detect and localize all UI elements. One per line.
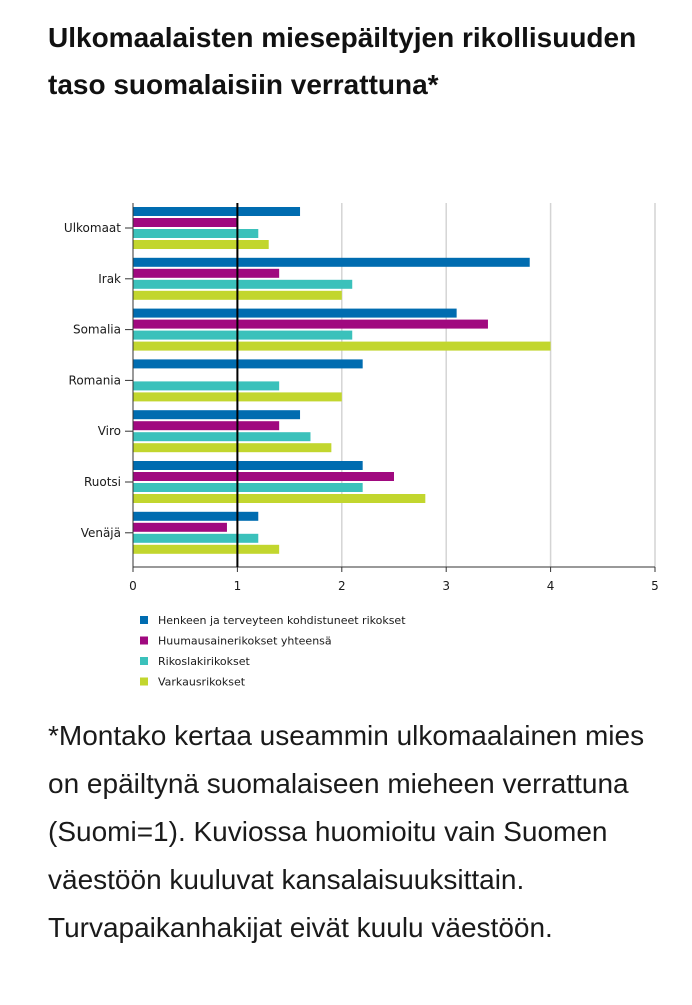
x-tick-label-0: 0 [129,579,137,593]
chart-caption: *Montako kertaa useammin ulkomaalainen m… [48,720,645,943]
bar-somalia-series-3 [133,330,353,340]
bar-irak-series-2 [133,268,280,278]
bar-venäjä-series-1 [133,511,259,521]
bar-ruotsi-series-2 [133,472,394,481]
legend-label-2: Huumausainerikokset yhteensä [158,635,332,648]
axes [132,203,656,572]
bar-romania-series-3 [133,381,280,391]
legend-swatch-1 [140,616,148,624]
x-tick-label-5: 5 [651,579,659,593]
legend-swatch-2 [140,636,148,645]
x-tick-label-2: 2 [338,579,346,593]
category-label-irak: Irak [98,272,121,286]
bar-viro-series-4 [133,443,332,453]
bar-ulkomaat-series-3 [133,229,259,238]
bar-romania-series-1 [133,359,363,369]
bar-somalia-series-4 [133,341,551,351]
legend-label-3: Rikoslakirikokset [158,655,251,668]
category-label-ruotsi: Ruotsi [84,475,121,489]
bar-viro-series-3 [133,432,311,442]
bar-venäjä-series-3 [133,533,259,543]
bar-venäjä-series-2 [133,522,227,532]
category-label-somalia: Somalia [73,323,121,337]
category-label-ulkomaat: Ulkomaat [64,221,121,235]
bar-somalia-series-1 [133,308,457,318]
bar-irak-series-1 [133,257,530,267]
bar-viro-series-1 [133,410,301,420]
bar-somalia-series-2 [133,319,488,329]
x-tick-labels: 0 1 2 3 4 5 [129,579,659,593]
grid-lines [236,203,656,567]
category-label-romania: Romania [69,373,121,387]
x-tick-label-4: 4 [547,579,555,593]
legend-swatch-4 [140,677,148,686]
legend-label-4: Varkausrikokset [158,676,246,689]
legend-swatch-3 [140,657,148,665]
bar-ruotsi-series-1 [133,461,363,470]
legend: Henkeen ja terveyteen kohdistuneet rikok… [140,614,406,689]
bar-ulkomaat-series-2 [133,218,238,227]
bar-irak-series-3 [133,279,353,289]
x-tick-label-1: 1 [234,579,242,593]
bar-viro-series-2 [133,421,280,431]
category-label-viro: Viro [98,424,121,438]
x-tick-label-3: 3 [442,579,450,593]
bar-ulkomaat-series-4 [133,240,269,249]
bar-chart: Ulkomaat Irak Somalia Romania Viro Ruotsi Venä… [64,203,659,689]
legend-label-1: Henkeen ja terveyteen kohdistuneet rikok… [158,614,406,627]
bar-ruotsi-series-3 [133,483,363,492]
chart-title: Ulkomaalaisten miesepäiltyjen rikollisuu… [48,22,637,100]
bar-venäjä-series-4 [133,544,280,554]
category-labels: Ulkomaat Irak Somalia Romania Viro Ruotsi Venä… [64,221,133,540]
bar-ulkomaat-series-1 [133,207,301,216]
bar-ruotsi-series-4 [133,494,426,503]
category-label-venäjä: Venäjä [81,526,121,540]
